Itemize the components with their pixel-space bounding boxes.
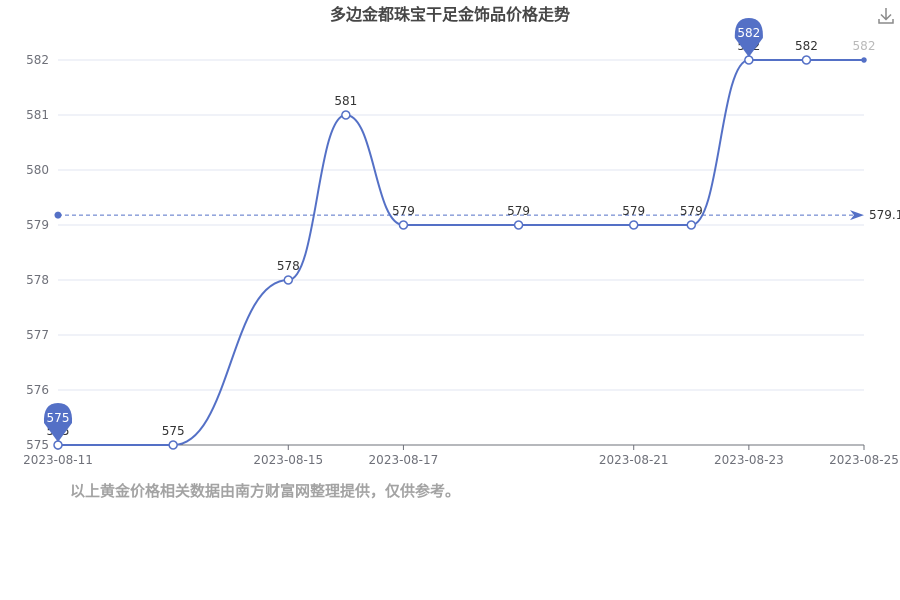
data-point (53, 440, 63, 450)
x-tick-label: 2023-08-11 (23, 453, 93, 467)
y-tick-label: 579 (26, 218, 49, 232)
series-line (58, 59, 864, 446)
data-label: 582 (853, 39, 876, 53)
x-tick-label: 2023-08-23 (714, 453, 784, 467)
min-mark-pin: 575 (43, 403, 73, 442)
data-label: 578 (277, 259, 300, 273)
data-point (861, 57, 867, 63)
chart-title: 多边金都珠宝干足金饰品价格走势 (330, 5, 570, 24)
data-point (341, 110, 351, 120)
data-point (628, 220, 639, 230)
data-point (801, 55, 812, 65)
y-tick-label: 578 (26, 273, 49, 287)
y-tick-label: 577 (26, 328, 49, 342)
y-tick-label: 581 (26, 108, 49, 122)
data-label: 581 (334, 94, 357, 108)
data-label: 579 (392, 204, 415, 218)
data-point (398, 220, 409, 230)
x-tick-label: 2023-08-25 (829, 453, 899, 467)
y-tick-label: 575 (26, 438, 49, 452)
pin-label: 582 (737, 26, 760, 40)
data-labels: 575575578581579579579579582582582 (47, 39, 876, 438)
data-label: 579 (507, 204, 530, 218)
y-tick-label: 576 (26, 383, 49, 397)
data-point (744, 55, 754, 65)
data-label: 579 (680, 204, 703, 218)
x-tick-label: 2023-08-15 (253, 453, 323, 467)
data-point (686, 220, 697, 230)
price-series (53, 55, 867, 450)
average-line-label: 579.1 (869, 208, 900, 222)
data-point (168, 440, 178, 450)
x-tick-label: 2023-08-17 (369, 453, 439, 467)
data-label: 579 (622, 204, 645, 218)
pin-shape (43, 403, 73, 442)
mark-points: 575 582 (43, 18, 763, 442)
axes: 575 576 577 578 579 580 581 582 2023-08-11 2023-0… (23, 53, 899, 467)
pin-label: 575 (47, 411, 70, 425)
max-mark-pin: 582 (734, 18, 763, 57)
x-tick-label: 2023-08-21 (599, 453, 669, 467)
data-label: 582 (795, 39, 818, 53)
download-icon (878, 8, 894, 24)
download-button[interactable] (876, 6, 896, 26)
average-line-start-dot (54, 211, 62, 219)
pin-shape (734, 18, 763, 57)
footnote: 以上黄金价格相关数据由南方财富网整理提供，仅供参考。 (70, 482, 461, 500)
data-point (513, 220, 524, 230)
average-line-arrow (850, 210, 864, 221)
average-markline: 579.1 (54, 208, 900, 222)
y-tick-label: 580 (26, 163, 49, 177)
data-point (283, 275, 294, 285)
data-label: 575 (162, 424, 185, 438)
grid (58, 59, 864, 391)
y-tick-label: 582 (26, 53, 49, 67)
